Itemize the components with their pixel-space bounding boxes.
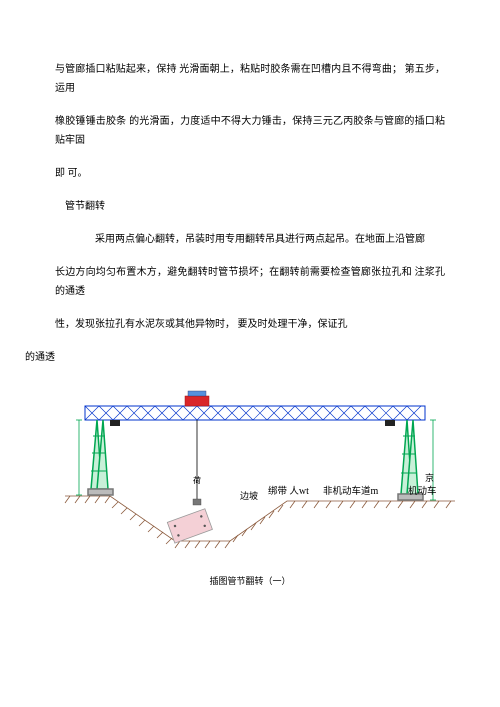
section-title: 管节翻转: [55, 197, 445, 216]
load-label: 荷: [193, 475, 201, 485]
paragraph-8: 的通透: [25, 348, 445, 367]
paragraph-7: 性，发现张拉孔有水泥灰或其他异物时， 要及时处理干净，保证孔: [55, 315, 445, 334]
trolley-icon: [185, 391, 209, 406]
label-feijidong: 非机动车道m: [323, 485, 379, 497]
paragraph-5: 采用两点偏心翻转，吊装时用专用翻转吊具进行两点起吊。在地面上沿管廊: [55, 230, 445, 249]
label-jidong: 机动车: [408, 485, 437, 497]
label-bianpo: 边坡: [240, 490, 258, 501]
figure-container: 荷 边坡 绑带 人wt 非机动车道m 京 机动车 插图管节翻转（一）: [55, 381, 445, 590]
label-weidai: 绑带 人wt: [268, 485, 309, 497]
gantry-crane-diagram: 荷 边坡 绑带 人wt 非机动车道m 京 机动车: [55, 381, 455, 561]
figure-caption: 插图管节翻转（一）: [55, 573, 445, 590]
label-jing: 京: [425, 472, 434, 483]
paragraph-3: 即 可。: [55, 164, 445, 183]
paragraph-6: 长边方向均匀布置木方，避免翻转时管节损坏；在翻转前需要检查管廊张拉孔和 注浆孔的…: [55, 263, 445, 301]
paragraph-1: 与管廊插口粘贴起来，保持 光滑面朝上，粘贴时胶条需在凹槽内且不得弯曲； 第五步，…: [55, 60, 445, 98]
paragraph-2: 橡胶锤锤击胶条 的光滑面，力度适中不得大力锤击，保持三元乙丙胶条与管廊的插口粘贴…: [55, 112, 445, 150]
